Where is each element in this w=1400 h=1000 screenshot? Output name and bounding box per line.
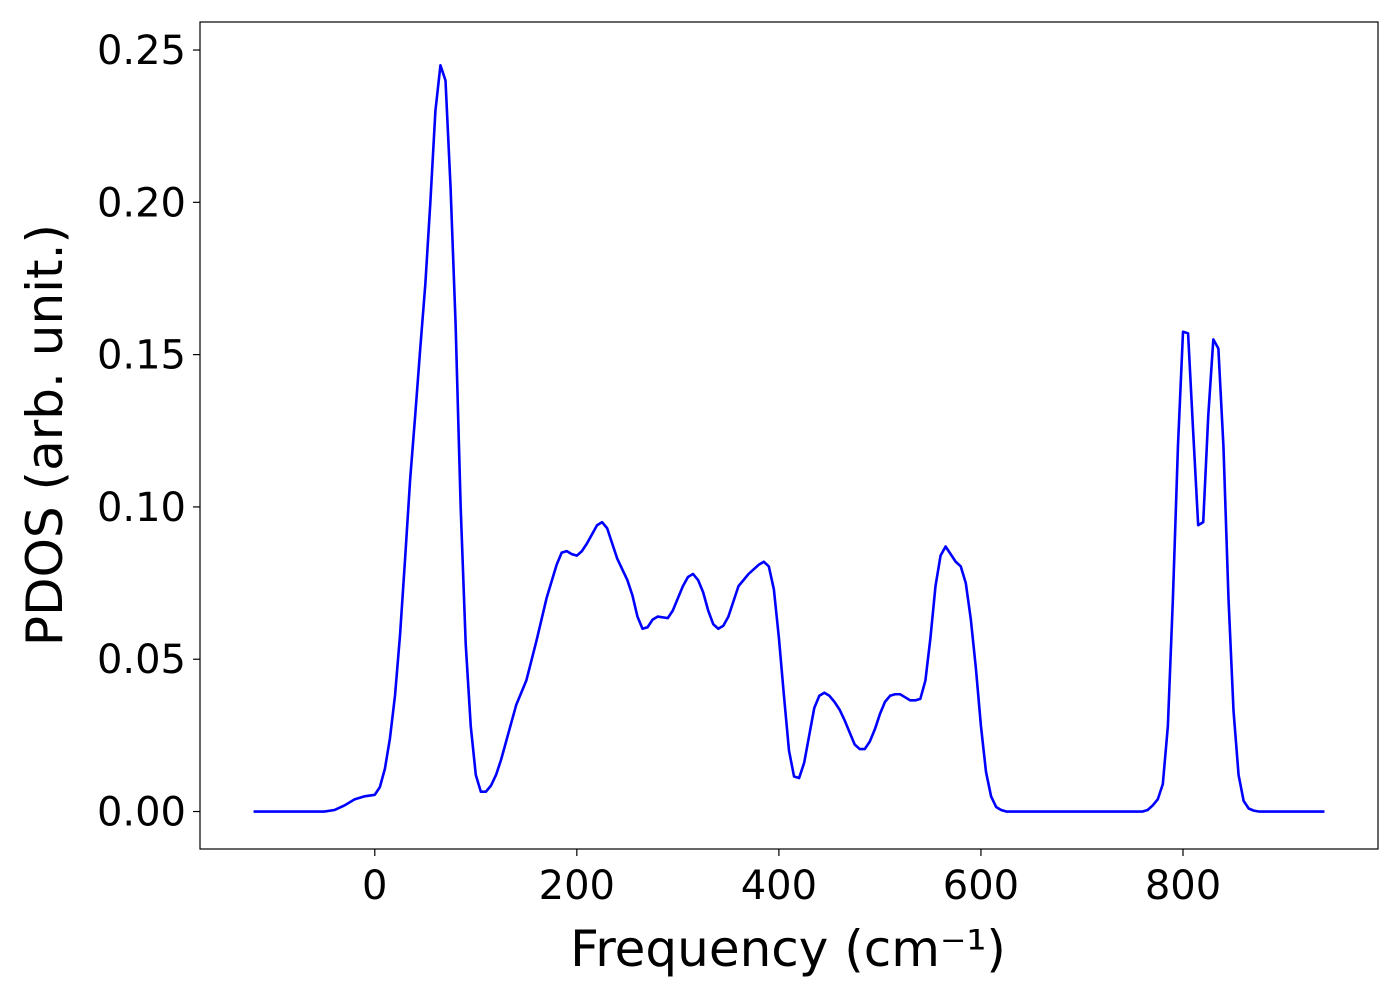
y-tick-label: 0.20 [97, 180, 186, 226]
y-tick-label: 0.10 [97, 485, 186, 531]
x-tick-label: 400 [741, 863, 817, 909]
y-axis-label: PDOS (arb. unit.) [16, 224, 74, 646]
y-tick-label: 0.25 [97, 28, 186, 74]
y-tick-label: 0.15 [97, 333, 186, 379]
x-axis-label: Frequency (cm⁻¹) [570, 920, 1006, 978]
plot-frame [199, 21, 1379, 850]
x-tick-label: 200 [539, 863, 615, 909]
y-tick-label: 0.00 [97, 790, 186, 836]
x-tick-label: 0 [362, 863, 387, 909]
y-tick-label: 0.05 [97, 637, 186, 683]
x-tick-label: 600 [943, 863, 1019, 909]
data-line [253, 63, 1325, 813]
x-tick-label: 800 [1145, 863, 1221, 909]
